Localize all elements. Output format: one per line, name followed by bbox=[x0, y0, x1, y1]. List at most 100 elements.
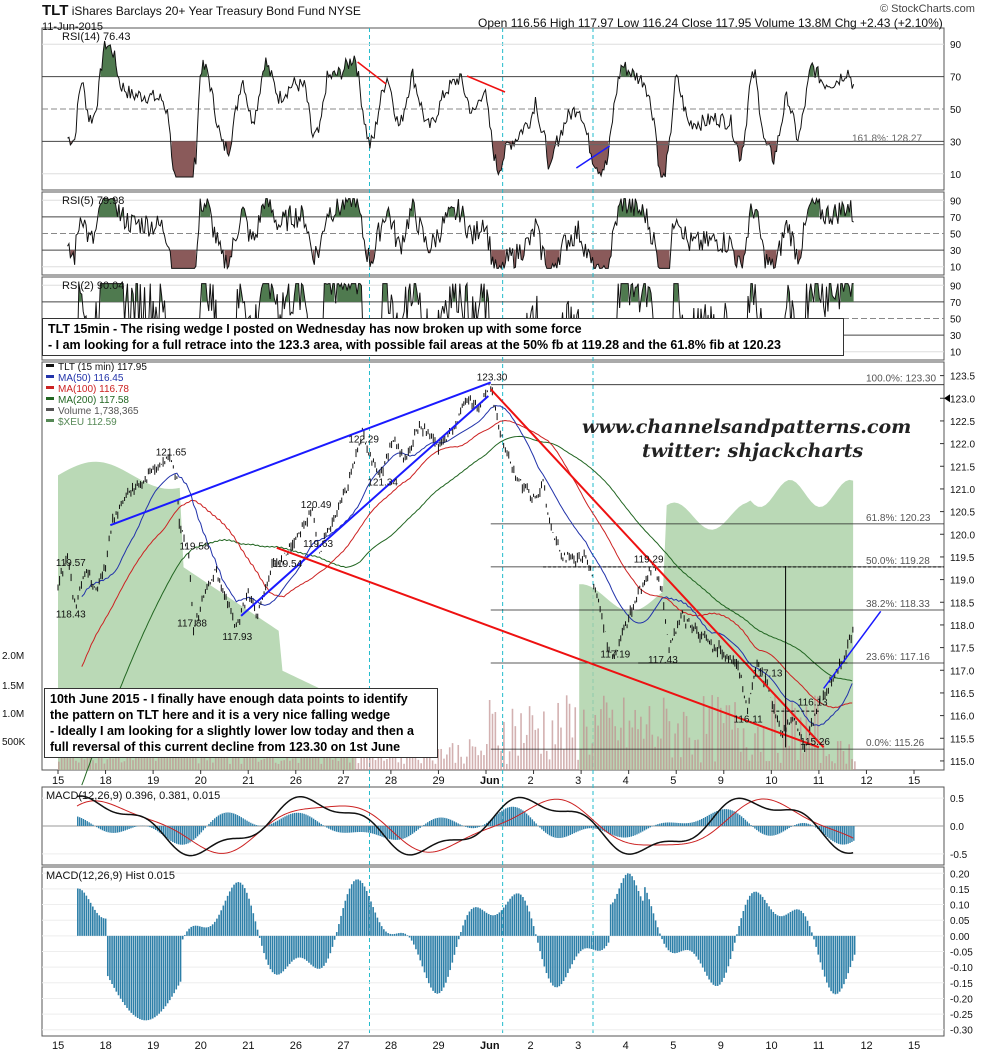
volume-bar bbox=[757, 727, 759, 770]
price-annotation-1: 122.29 bbox=[348, 434, 379, 445]
hist-bar bbox=[706, 936, 708, 976]
hist-bar bbox=[484, 911, 486, 936]
macd-hist-bar bbox=[90, 824, 91, 826]
volume-bar bbox=[586, 727, 588, 770]
macd-hist-bar bbox=[853, 826, 854, 841]
volume-bar bbox=[651, 735, 653, 770]
volume-bar bbox=[75, 761, 77, 770]
hist-bar bbox=[445, 936, 447, 983]
x-tick-label-bottom-2: 19 bbox=[147, 1040, 159, 1051]
legend-entry-2: MA(100) 116.78 bbox=[58, 384, 129, 395]
volume-bar bbox=[820, 763, 822, 770]
macd-hist-bar bbox=[128, 826, 129, 829]
price-arrow-marker bbox=[944, 394, 950, 402]
price-tick-label: 118.0 bbox=[950, 621, 975, 632]
macd-hist-bar bbox=[739, 815, 740, 826]
hist-bar bbox=[364, 887, 366, 936]
macd-hist-bar bbox=[454, 821, 455, 826]
macd-hist-bar bbox=[627, 826, 628, 837]
x-tick-label-top-15: 10 bbox=[765, 775, 777, 787]
macd-hist-bar bbox=[665, 823, 666, 826]
macd-hist-bar bbox=[372, 826, 373, 834]
hist-bar bbox=[370, 901, 372, 935]
hist-bar bbox=[101, 917, 103, 936]
volume-bar bbox=[612, 710, 614, 770]
volume-bar bbox=[577, 760, 579, 770]
macd-hist-bar bbox=[87, 821, 88, 826]
macd-hist-bar bbox=[564, 826, 565, 837]
rsi-overbought-fill bbox=[621, 284, 628, 302]
volume-bar bbox=[495, 712, 497, 770]
volume-bar bbox=[349, 763, 351, 770]
x-tick-label-bottom-4: 21 bbox=[242, 1040, 254, 1051]
hist-bar bbox=[685, 936, 687, 950]
volume-bar bbox=[646, 724, 648, 770]
hist-bar bbox=[743, 911, 745, 936]
price-annotation-9: 118.43 bbox=[56, 609, 86, 620]
hist-bar bbox=[824, 936, 826, 977]
macd-hist-bar bbox=[450, 820, 451, 826]
hist-bar bbox=[514, 894, 516, 935]
hist-bar bbox=[621, 883, 623, 936]
macd-hist-bar bbox=[345, 826, 346, 833]
macd-hist-bar bbox=[834, 826, 835, 842]
volume-bar bbox=[663, 698, 665, 770]
rsi-tick-label: 50 bbox=[950, 230, 962, 241]
hist-bar bbox=[379, 922, 381, 936]
fib-label-5: 0.0%: 115.26 bbox=[866, 738, 925, 749]
macd-hist-bar bbox=[296, 813, 297, 826]
volume-bar bbox=[338, 761, 340, 770]
hist-bar bbox=[625, 875, 627, 936]
volume-bar bbox=[263, 759, 265, 770]
hist-bar bbox=[340, 916, 342, 936]
volume-bar bbox=[643, 739, 645, 770]
macd-hist-bar bbox=[623, 826, 624, 838]
hist-bar bbox=[758, 893, 760, 936]
macd-hist-bar bbox=[691, 822, 692, 826]
macd-hist-bar bbox=[282, 817, 283, 826]
macd-hist-bar bbox=[644, 826, 645, 830]
hist-bar bbox=[244, 888, 246, 936]
volume-bar bbox=[683, 712, 685, 770]
hist-bar bbox=[537, 936, 539, 943]
macd-hist-bar bbox=[85, 820, 86, 826]
hist-bar bbox=[713, 936, 715, 985]
macd-hist-bar bbox=[475, 826, 476, 828]
hist-bar bbox=[250, 906, 252, 936]
hist-bar bbox=[79, 889, 81, 936]
macd-hist-bar bbox=[655, 825, 656, 826]
macd-hist-bar bbox=[92, 825, 93, 826]
volume-bar bbox=[846, 764, 848, 770]
hist-bar bbox=[636, 885, 638, 936]
macd-hist-bar bbox=[395, 826, 396, 840]
macd-hist-bar bbox=[277, 821, 278, 826]
macd-hist-bar bbox=[321, 824, 322, 826]
hist-bar bbox=[216, 919, 218, 936]
hist-bar bbox=[687, 936, 689, 950]
hist-bar bbox=[212, 924, 214, 936]
macd-hist-bar bbox=[745, 820, 746, 826]
hist-bar bbox=[362, 883, 364, 936]
hist-bar bbox=[83, 893, 85, 936]
hist-tick-label: 0.00 bbox=[950, 932, 970, 943]
price-annotation-16: 116.13 bbox=[798, 698, 828, 709]
volume-bar bbox=[546, 751, 548, 770]
hist-bar bbox=[366, 891, 368, 936]
hist-bar bbox=[704, 936, 706, 972]
volume-bar bbox=[124, 761, 126, 770]
macd-hist-bar bbox=[790, 826, 791, 827]
x-tick-label-bottom-17: 12 bbox=[860, 1040, 872, 1051]
hist-bar bbox=[766, 903, 768, 936]
hist-bar bbox=[672, 936, 674, 953]
macd-hist-bar bbox=[223, 813, 224, 826]
macd-hist-bar bbox=[288, 815, 289, 826]
volume-bar bbox=[292, 758, 294, 770]
hist-bar bbox=[404, 934, 406, 936]
volume-bar bbox=[532, 715, 534, 770]
hist-bar bbox=[653, 913, 655, 936]
macd-tick-label: -0.5 bbox=[950, 850, 968, 861]
hist-bar bbox=[201, 927, 203, 936]
hist-bar bbox=[96, 913, 98, 936]
volume-bar bbox=[238, 757, 240, 770]
